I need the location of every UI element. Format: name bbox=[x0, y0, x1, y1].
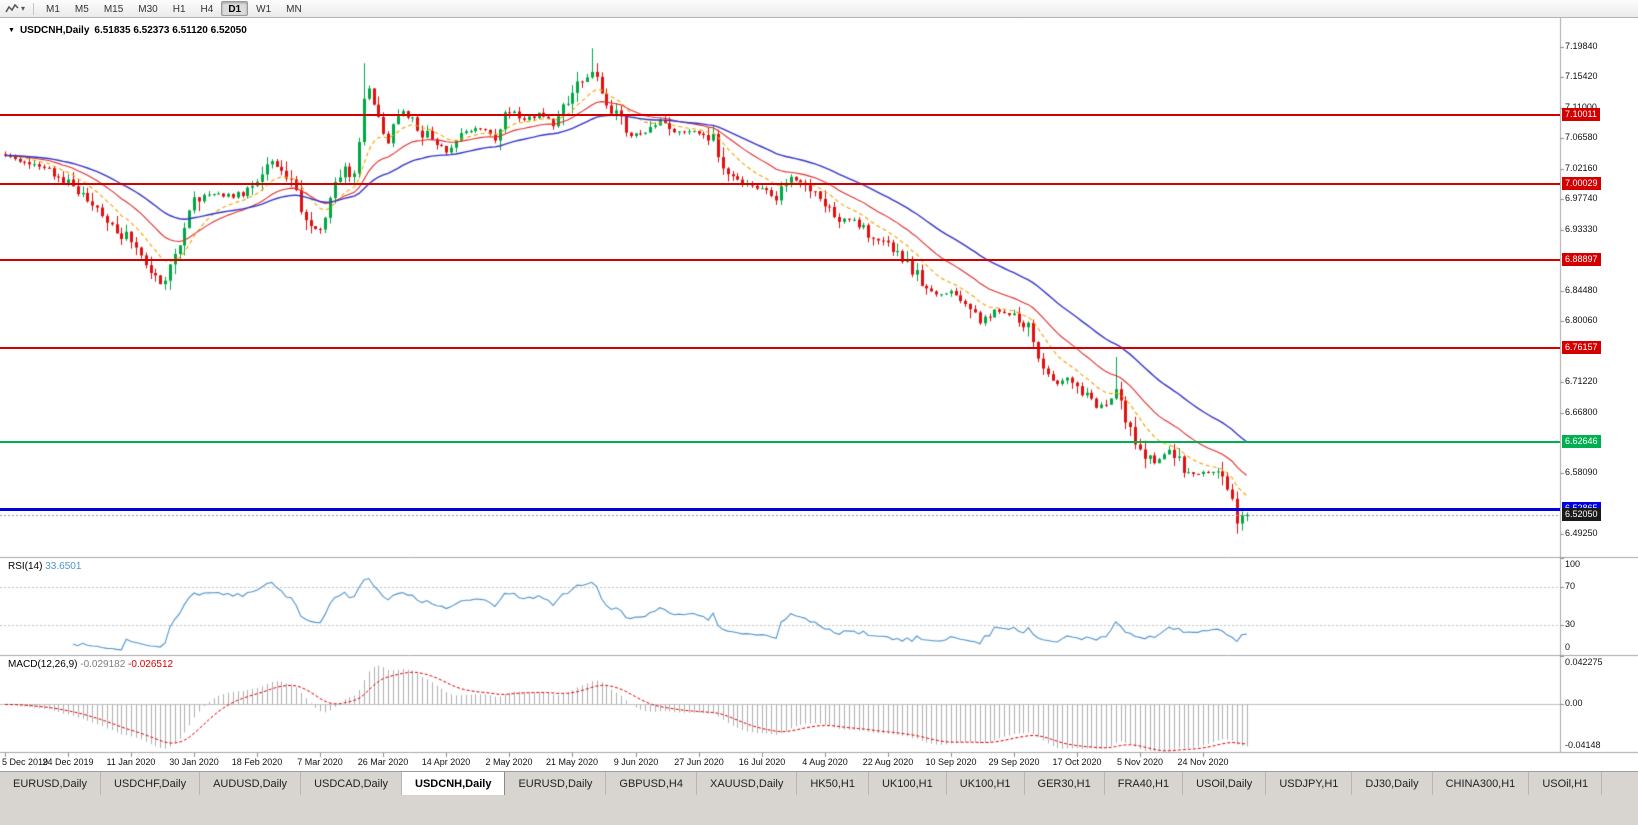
horizontal-line[interactable] bbox=[0, 183, 1560, 185]
price-axis-tick: 6.80060 bbox=[1565, 315, 1598, 325]
toolbar: ▾ M1 M5 M15 M30 H1 H4 D1 W1 MN bbox=[0, 0, 1638, 18]
date-axis-label: 11 Jan 2020 bbox=[106, 757, 156, 767]
symbol-dropdown-icon[interactable]: ▼ bbox=[8, 27, 15, 34]
date-axis-label: 14 Apr 2020 bbox=[421, 757, 471, 767]
macd-axis-tick: 0.042275 bbox=[1565, 657, 1603, 667]
date-axis-label: 9 Jun 2020 bbox=[613, 757, 659, 767]
horizontal-line[interactable] bbox=[0, 347, 1560, 349]
rsi-indicator-label: RSI(14) 33.6501 bbox=[8, 561, 81, 572]
macd-axis-tick: -0.04148 bbox=[1565, 740, 1601, 750]
chart-tab-usdcad-daily[interactable]: USDCAD,Daily bbox=[301, 772, 403, 795]
price-axis-tick: 7.19840 bbox=[1565, 41, 1598, 51]
timeframe-button-h4[interactable]: H4 bbox=[200, 4, 214, 15]
timeframe-button-d1[interactable]: D1 bbox=[221, 1, 249, 16]
date-axis-label: 30 Jan 2020 bbox=[169, 757, 219, 767]
date-axis-label: 10 Sep 2020 bbox=[925, 757, 977, 767]
price-axis-tick: 6.49250 bbox=[1565, 528, 1598, 538]
rsi-axis-tick: 70 bbox=[1565, 581, 1576, 591]
chart-tab-audusd-daily[interactable]: AUDUSD,Daily bbox=[200, 772, 302, 795]
date-axis-label: 21 May 2020 bbox=[545, 757, 599, 767]
horizontal-line[interactable] bbox=[0, 441, 1560, 443]
current-price-label: 6.52050 bbox=[1562, 508, 1601, 521]
timeframe-buttons: M1 M5 M15 M30 H1 H4 D1 W1 MN bbox=[39, 1, 309, 16]
macd-signal-value: -0.026512 bbox=[128, 659, 174, 670]
date-axis-label: 16 Jul 2020 bbox=[738, 757, 786, 767]
price-axis-tick: 6.58090 bbox=[1565, 467, 1598, 477]
chart-title: ▼ USDCNH,Daily 6.51835 6.52373 6.51120 6… bbox=[8, 25, 247, 36]
macd-indicator-label: MACD(12,26,9) -0.029182 -0.026512 bbox=[8, 659, 173, 670]
price-axis-tick: 7.15420 bbox=[1565, 71, 1598, 81]
date-axis-label: 5 Nov 2020 bbox=[1116, 757, 1164, 767]
price-axis-tick: 7.02160 bbox=[1565, 163, 1598, 173]
date-axis-label: 5 Dec 2019 bbox=[2, 757, 49, 767]
chart-tab-xauusd-daily[interactable]: XAUUSD,Daily bbox=[697, 772, 798, 795]
date-axis-label: 24 Nov 2020 bbox=[1177, 757, 1229, 767]
timeframe-button-m5[interactable]: M5 bbox=[74, 4, 89, 15]
timeframe-button-mn[interactable]: MN bbox=[286, 4, 302, 15]
price-axis-tick: 7.11000 bbox=[1565, 102, 1597, 112]
chart-tab-usdcnh-daily[interactable]: USDCNH,Daily bbox=[402, 772, 506, 795]
chart-tab-eurusd-daily[interactable]: EURUSD,Daily bbox=[505, 772, 607, 795]
date-axis-label: 22 Aug 2020 bbox=[862, 757, 914, 767]
date-axis-label: 2 May 2020 bbox=[485, 757, 533, 767]
date-axis-label: 24 Dec 2019 bbox=[42, 757, 94, 767]
timeframe-button-m30[interactable]: M30 bbox=[138, 4, 158, 15]
rsi-name: RSI(14) bbox=[8, 561, 43, 572]
timeframe-button-w1[interactable]: W1 bbox=[256, 4, 272, 15]
macd-name: MACD(12,26,9) bbox=[8, 659, 78, 670]
rsi-axis-tick: 30 bbox=[1565, 619, 1576, 629]
date-axis-label: 4 Aug 2020 bbox=[802, 757, 848, 767]
price-axis-tick: 6.71220 bbox=[1565, 376, 1598, 386]
chart-tab-china300-h1[interactable]: CHINA300,H1 bbox=[1433, 772, 1530, 795]
chart-line-icon[interactable] bbox=[3, 3, 21, 15]
chart-tab-usoil-daily[interactable]: USOil,Daily bbox=[1183, 772, 1267, 795]
chart-tab-dj30-daily[interactable]: DJ30,Daily bbox=[1352, 772, 1433, 795]
line-price-label: 7.10011 bbox=[1562, 108, 1600, 121]
line-price-label: 6.76157 bbox=[1562, 341, 1601, 354]
line-price-label: 7.00029 bbox=[1562, 177, 1601, 190]
macd-axis-tick: 0.00 bbox=[1565, 698, 1583, 708]
rsi-axis-tick: 100 bbox=[1565, 559, 1581, 569]
horizontal-line[interactable] bbox=[0, 508, 1560, 511]
symbol-period-label: USDCNH,Daily bbox=[19, 25, 90, 36]
price-axis-tick: 6.97740 bbox=[1565, 193, 1598, 203]
line-price-label: 6.88897 bbox=[1562, 253, 1601, 266]
timeframe-button-h1[interactable]: H1 bbox=[172, 4, 186, 15]
chart-tab-usoil-h1[interactable]: USOil,H1 bbox=[1529, 772, 1603, 795]
price-chart-canvas[interactable] bbox=[0, 18, 1638, 771]
date-axis-label: 27 Jun 2020 bbox=[674, 757, 724, 767]
chart-type-caret-icon[interactable]: ▾ bbox=[21, 3, 26, 13]
chart-tab-ger30-h1[interactable]: GER30,H1 bbox=[1025, 772, 1105, 795]
date-axis-label: 18 Feb 2020 bbox=[231, 757, 283, 767]
macd-main-value: -0.029182 bbox=[80, 659, 126, 670]
chart-tab-uk100-h1[interactable]: UK100,H1 bbox=[947, 772, 1025, 795]
price-axis-tick: 6.66800 bbox=[1565, 407, 1598, 417]
date-axis-label: 29 Sep 2020 bbox=[988, 757, 1040, 767]
timeframe-button-m1[interactable]: M1 bbox=[46, 4, 60, 15]
ohlc-values: 6.51835 6.52373 6.51120 6.52050 bbox=[94, 25, 247, 36]
chart-tab-usdjpy-h1[interactable]: USDJPY,H1 bbox=[1266, 772, 1353, 795]
chart-tab-eurusd-daily[interactable]: EURUSD,Daily bbox=[0, 772, 101, 795]
chart-tab-uk100-h1[interactable]: UK100,H1 bbox=[869, 772, 947, 795]
chart-tab-fra40-h1[interactable]: FRA40,H1 bbox=[1105, 772, 1184, 795]
price-axis-tick: 7.06580 bbox=[1565, 132, 1598, 142]
rsi-axis-tick: 0 bbox=[1565, 642, 1571, 652]
chart-tab-hk50-h1[interactable]: HK50,H1 bbox=[797, 772, 869, 795]
chart-tab-gbpusd-h4[interactable]: GBPUSD,H4 bbox=[606, 772, 697, 795]
horizontal-line[interactable] bbox=[0, 114, 1560, 116]
price-axis-tick: 6.84480 bbox=[1565, 285, 1598, 295]
horizontal-line[interactable] bbox=[0, 259, 1560, 261]
line-price-label: 6.62646 bbox=[1562, 435, 1601, 448]
date-axis-label: 17 Oct 2020 bbox=[1052, 757, 1102, 767]
timeframe-button-m15[interactable]: M15 bbox=[103, 4, 124, 15]
price-axis-tick: 6.93330 bbox=[1565, 224, 1598, 234]
chart-tab-usdchf-daily[interactable]: USDCHF,Daily bbox=[101, 772, 201, 795]
date-axis-label: 26 Mar 2020 bbox=[357, 757, 409, 767]
status-area bbox=[0, 795, 1638, 825]
toolbar-separator bbox=[33, 2, 35, 15]
chart-tabs-bar: EURUSD,Daily USDCHF,Daily AUDUSD,Daily USDC… bbox=[0, 771, 1638, 795]
rsi-value: 33.6501 bbox=[45, 561, 82, 572]
date-axis-label: 7 Mar 2020 bbox=[297, 757, 343, 767]
